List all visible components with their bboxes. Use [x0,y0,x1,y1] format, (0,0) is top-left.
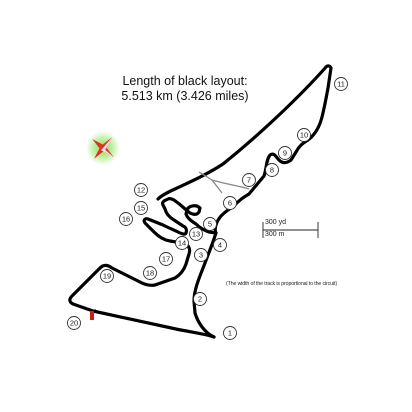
turn-number-label: 8 [270,166,274,175]
turn-marker-17: 17 [159,252,173,266]
turn-circle [143,266,157,280]
turn-circle [223,326,237,340]
turn-marker-18: 18 [143,266,157,280]
track-alternate-link [198,171,250,194]
turn-circle [278,146,292,160]
turn-marker-16: 16 [119,212,133,226]
turn-circle [223,196,237,210]
turn-circle [334,77,348,91]
turn-number-label: 19 [103,272,111,281]
turn-number-label: 6 [228,199,232,208]
turn-marker-11: 11 [334,77,348,91]
turn-marker-15: 15 [134,201,148,215]
turn-marker-12: 12 [134,183,148,197]
turn-marker-10: 10 [297,128,311,142]
turn-circle [159,252,173,266]
scale-yards-label: 300 yd [265,219,287,226]
turn-number-label: 14 [178,239,186,248]
turn-number-label: 15 [137,204,145,213]
turn-marker-2: 2 [193,292,207,306]
turn-circle [119,212,133,226]
turn-marker-20: 20 [67,316,81,330]
turn-marker-7: 7 [242,173,256,187]
turn-number-label: 4 [218,241,222,250]
turn-number-label: 5 [208,220,212,229]
turn-circle [242,173,256,187]
turn-circle [175,236,189,250]
layout-length-line-1: Length of black layout: [122,74,248,88]
turn-marker-3: 3 [194,248,208,262]
start-finish-marker [90,311,94,320]
track-width-note: (The width of the track is proportional … [226,281,337,287]
scale-meters-label: 300 m [265,231,285,238]
turn-number-label: 2 [198,295,202,304]
turn-marker-13: 13 [189,227,203,241]
turn-marker-5: 5 [203,217,217,231]
turn-number-label: 20 [70,319,78,328]
turn-marker-19: 19 [100,269,114,283]
turn-circle [213,238,227,252]
turn-number-label: 13 [192,230,200,239]
track-main-straight [192,231,218,339]
turn-number-label: 18 [146,269,154,278]
turn-circle [134,183,148,197]
turn-number-label: 10 [300,131,308,140]
turn-number-label: 3 [199,251,203,260]
turn-circle [67,316,81,330]
turn-number-label: 12 [137,186,145,195]
turn-marker-4: 4 [213,238,227,252]
turn-number-label: 1 [228,329,232,338]
turn-marker-9: 9 [278,146,292,160]
turn-circle [265,163,279,177]
turn-circle [194,248,208,262]
turn-circle [203,217,217,231]
turn-number-label: 9 [283,149,287,158]
compass-rose-icon [86,131,120,165]
turn-circle [100,269,114,283]
layout-length-caption: Length of black layout: 5.513 km (3.426 … [100,74,270,104]
turn-circle [134,201,148,215]
turn-number-label: 17 [162,255,170,264]
scale-bar [262,222,319,238]
turn-circle [189,227,203,241]
turn-number-label: 7 [247,176,251,185]
turn-number-label: 11 [337,80,345,89]
turn-number-label: 16 [122,215,130,224]
turn-circle [193,292,207,306]
turn-marker-6: 6 [223,196,237,210]
track-outline [68,64,333,339]
turn-marker-1: 1 [223,326,237,340]
turn-circle [297,128,311,142]
turn-marker-8: 8 [265,163,279,177]
turn-marker-14: 14 [175,236,189,250]
layout-length-line-2: 5.513 km (3.426 miles) [121,89,249,103]
